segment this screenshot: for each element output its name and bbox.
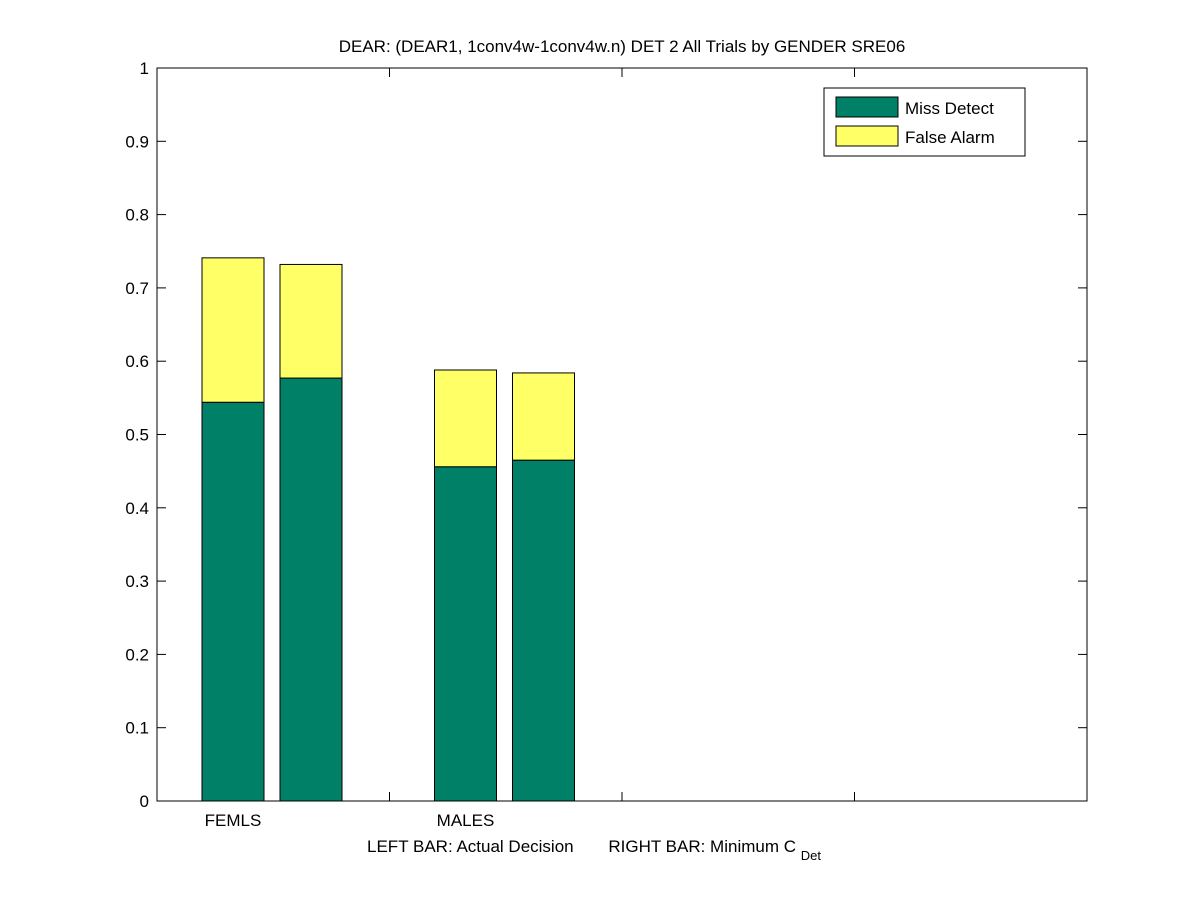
y-tick-label: 0.3 bbox=[125, 572, 149, 591]
legend-label-false-alarm: False Alarm bbox=[905, 128, 995, 147]
y-tick-label: 0.7 bbox=[125, 279, 149, 298]
legend-swatch-miss-detect bbox=[835, 96, 899, 118]
y-tick-label: 0.6 bbox=[125, 352, 149, 371]
y-tick-label: 0.5 bbox=[125, 426, 149, 445]
y-tick-label: 0.8 bbox=[125, 206, 149, 225]
bar-femls-minimum-false-alarm bbox=[279, 263, 343, 379]
legend: Miss Detect False Alarm bbox=[823, 87, 1026, 157]
x-group-label: FEMLS bbox=[205, 811, 262, 830]
bar-males-actual-false-alarm bbox=[434, 369, 497, 468]
y-tick-label: 0.1 bbox=[125, 719, 149, 738]
y-tick-label: 0.2 bbox=[125, 645, 149, 664]
bar-males-actual-miss-detect bbox=[434, 466, 497, 802]
bar-femls-minimum-miss-detect bbox=[279, 377, 343, 802]
bars: FEMLS MALES bbox=[201, 257, 575, 830]
legend-label-miss-detect: Miss Detect bbox=[905, 99, 994, 118]
x-label-right: RIGHT BAR: Minimum C bbox=[608, 837, 796, 856]
y-tick-label: 0.4 bbox=[125, 499, 149, 518]
y-tick-label: 0 bbox=[140, 792, 149, 811]
y-axis: 0 0.1 0.2 0.3 0.4 0.5 0.6 0.7 0.8 0.9 1 bbox=[125, 59, 1087, 811]
chart-title: DEAR: (DEAR1, 1conv4w-1conv4w.n) DET 2 A… bbox=[339, 37, 906, 56]
y-tick-label: 1 bbox=[140, 59, 149, 78]
x-axis-label: LEFT BAR: Actual Decision RIGHT BAR: Min… bbox=[367, 837, 821, 863]
bar-femls-actual-miss-detect bbox=[201, 401, 265, 802]
bar-femls-actual-false-alarm bbox=[201, 257, 265, 403]
x-label-left: LEFT BAR: Actual Decision bbox=[367, 837, 574, 856]
bar-males-minimum-miss-detect bbox=[512, 459, 575, 802]
x-axis bbox=[389, 68, 855, 801]
x-label-right-subscript: Det bbox=[801, 848, 822, 863]
x-group-label: MALES bbox=[437, 811, 495, 830]
legend-swatch-false-alarm bbox=[835, 125, 899, 147]
y-tick-label: 0.9 bbox=[125, 132, 149, 151]
bar-males-minimum-false-alarm bbox=[512, 372, 575, 461]
